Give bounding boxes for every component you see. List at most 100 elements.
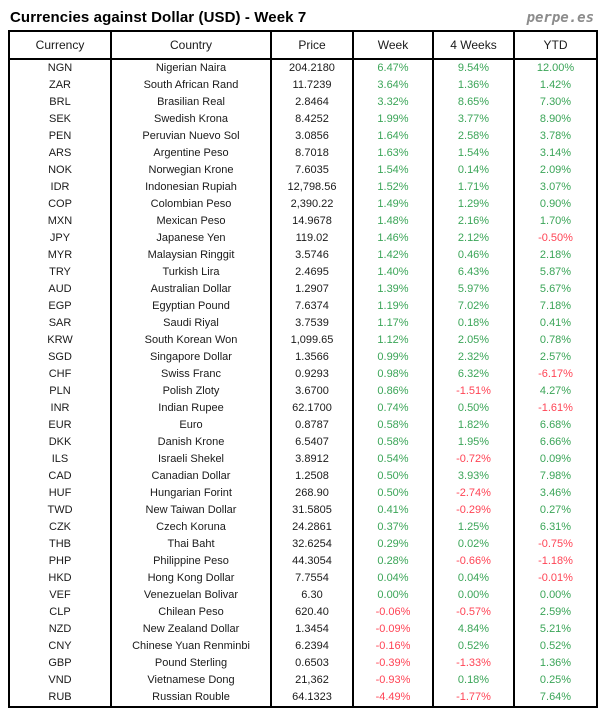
country-cell: Polish Zloty <box>110 383 271 400</box>
price-cell: 2,390.22 <box>270 196 353 213</box>
table-row: ILS Israeli Shekel 3.8912 0.54% -0.72% 0.09% <box>9 451 597 468</box>
four-weeks-change-cell: 1.25% <box>432 519 514 536</box>
table-row: PHP Philippine Peso 44.3054 0.28% -0.66% -1.1… <box>9 553 597 570</box>
table-row: SGD Singapore Dollar 1.3566 0.99% 2.32% 2.57% <box>9 349 597 366</box>
price-cell: 3.7539 <box>270 315 353 332</box>
ytd-change-cell: 5.87% <box>513 264 597 281</box>
week-change-cell: 1.49% <box>352 196 433 213</box>
ytd-change-cell: -1.18% <box>513 553 597 570</box>
table-row: VEF Venezuelan Bolivar 6.30 0.00% 0.00% 0.00% <box>9 587 597 604</box>
currency-code-cell: AUD <box>48 283 72 295</box>
week-change-cell: 1.64% <box>352 128 433 145</box>
ytd-change-cell: 0.90% <box>513 196 597 213</box>
table-body: NGN Nigerian Naira 204.2180 6.47% 9.54% 12.00… <box>9 59 597 707</box>
country-cell: Egyptian Pound <box>110 298 271 315</box>
week-change-cell: 1.54% <box>352 162 433 179</box>
week-change-cell: 3.64% <box>352 77 433 94</box>
week-change-cell: 1.19% <box>352 298 433 315</box>
week-change-cell: 0.99% <box>352 349 433 366</box>
currency-code-cell: DKK <box>48 436 72 448</box>
country-cell: Norwegian Krone <box>110 162 271 179</box>
ytd-change-cell: 1.70% <box>513 213 597 230</box>
week-change-cell: -0.16% <box>352 638 433 655</box>
price-cell: 7.6035 <box>270 162 353 179</box>
currency-code-cell: CHF <box>48 368 72 380</box>
country-cell: Philippine Peso <box>110 553 271 570</box>
ytd-change-cell: 6.68% <box>513 417 597 434</box>
currency-code-cell: VEF <box>49 589 71 601</box>
country-cell: Euro <box>110 417 271 434</box>
table-row: NOK Norwegian Krone 7.6035 1.54% 0.14% 2.09% <box>9 162 597 179</box>
currency-code-cell: PEN <box>48 130 72 142</box>
price-cell: 1,099.65 <box>270 332 353 349</box>
price-cell: 620.40 <box>270 604 353 621</box>
ytd-change-cell: 8.90% <box>513 111 597 128</box>
currency-code-cell: BRL <box>49 96 71 108</box>
country-cell: Malaysian Ringgit <box>110 247 271 264</box>
price-cell: 44.3054 <box>270 553 353 570</box>
price-cell: 21,362 <box>270 672 353 689</box>
table-row: SAR Saudi Riyal 3.7539 1.17% 0.18% 0.41% <box>9 315 597 332</box>
country-cell: Czech Koruna <box>110 519 271 536</box>
four-weeks-change-cell: 2.32% <box>432 349 514 366</box>
week-change-cell: 3.32% <box>352 94 433 111</box>
price-cell: 2.4695 <box>270 264 353 281</box>
price-cell: 32.6254 <box>270 536 353 553</box>
four-weeks-change-cell: -2.74% <box>432 485 514 502</box>
currency-code-cell: MYR <box>47 249 73 261</box>
currency-code-cell: EUR <box>48 419 72 431</box>
table-row: CHF Swiss Franc 0.9293 0.98% 6.32% -6.17% <box>9 366 597 383</box>
four-weeks-change-cell: 6.43% <box>432 264 514 281</box>
four-weeks-change-cell: 1.95% <box>432 434 514 451</box>
price-cell: 1.2907 <box>270 281 353 298</box>
currency-code-cell: JPY <box>49 232 71 244</box>
ytd-change-cell: 4.27% <box>513 383 597 400</box>
four-weeks-change-cell: 8.65% <box>432 94 514 111</box>
four-weeks-change-cell: 1.71% <box>432 179 514 196</box>
country-cell: Swiss Franc <box>110 366 271 383</box>
ytd-change-cell: -0.50% <box>513 230 597 247</box>
country-cell: Singapore Dollar <box>110 349 271 366</box>
four-weeks-change-cell: -0.29% <box>432 502 514 519</box>
table-row: MXN Mexican Peso 14.9678 1.48% 2.16% 1.70% <box>9 213 597 230</box>
week-change-cell: 1.46% <box>352 230 433 247</box>
header-row: Currency Country Price Week 4 Weeks YTD <box>9 31 597 60</box>
four-weeks-change-cell: 1.54% <box>432 145 514 162</box>
currency-code-cell: NOK <box>48 164 72 176</box>
four-weeks-change-cell: 6.32% <box>432 366 514 383</box>
country-cell: Canadian Dollar <box>110 468 271 485</box>
week-change-cell: 0.98% <box>352 366 433 383</box>
table-row: NZD New Zealand Dollar 1.3454 -0.09% 4.84% 5.… <box>9 621 597 638</box>
table-row: RUB Russian Rouble 64.1323 -4.49% -1.77% 7.64… <box>9 689 597 707</box>
currency-code-cell: ZAR <box>49 79 71 91</box>
ytd-change-cell: 0.09% <box>513 451 597 468</box>
currency-code-cell: MXN <box>47 215 73 227</box>
week-change-cell: -0.93% <box>352 672 433 689</box>
currency-code-cell: SEK <box>48 113 71 125</box>
price-cell: 3.8912 <box>270 451 353 468</box>
price-cell: 31.5805 <box>270 502 353 519</box>
ytd-change-cell: 2.09% <box>513 162 597 179</box>
page-title: Currencies against Dollar (USD) - Week 7 <box>10 9 307 26</box>
currency-code-cell: PHP <box>48 555 72 567</box>
country-cell: Swedish Krona <box>110 111 271 128</box>
ytd-change-cell: 7.98% <box>513 468 597 485</box>
currency-code-cell: CNY <box>48 640 72 652</box>
country-cell: Nigerian Naira <box>110 59 271 77</box>
currency-code-cell: CAD <box>48 470 72 482</box>
country-cell: Indonesian Rupiah <box>110 179 271 196</box>
price-cell: 0.6503 <box>270 655 353 672</box>
price-cell: 64.1323 <box>270 689 353 707</box>
table-row: MYR Malaysian Ringgit 3.5746 1.42% 0.46% 2.18… <box>9 247 597 264</box>
price-cell: 1.3454 <box>270 621 353 638</box>
four-weeks-change-cell: 0.14% <box>432 162 514 179</box>
four-weeks-change-cell: 1.82% <box>432 417 514 434</box>
price-cell: 8.7018 <box>270 145 353 162</box>
table-row: THB Thai Baht 32.6254 0.29% 0.02% -0.75% <box>9 536 597 553</box>
ytd-change-cell: 3.07% <box>513 179 597 196</box>
table-row: TWD New Taiwan Dollar 31.5805 0.41% -0.29% 0.… <box>9 502 597 519</box>
price-cell: 14.9678 <box>270 213 353 230</box>
week-change-cell: 1.52% <box>352 179 433 196</box>
table-row: AUD Australian Dollar 1.2907 1.39% 5.97% 5.67… <box>9 281 597 298</box>
four-weeks-change-cell: 3.93% <box>432 468 514 485</box>
